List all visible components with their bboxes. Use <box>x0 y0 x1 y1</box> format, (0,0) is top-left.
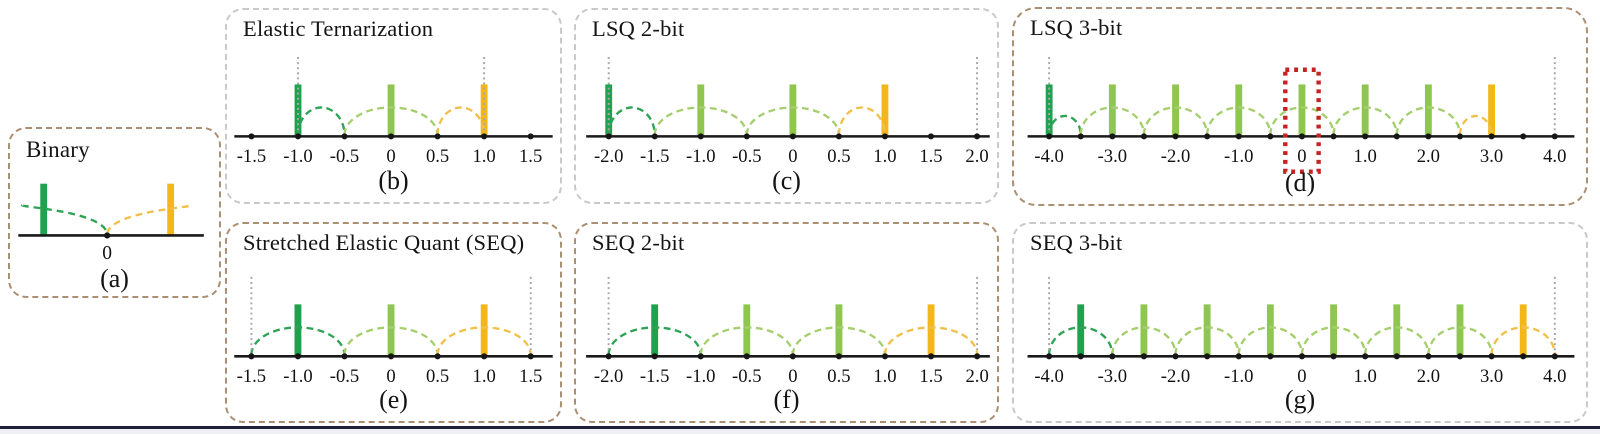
svg-text:0.5: 0.5 <box>426 366 449 387</box>
svg-text:4.0: 4.0 <box>1543 146 1566 167</box>
svg-text:-1.5: -1.5 <box>640 366 669 387</box>
lsq-2bit-number-line: -2.0 -1.5 -1.0 -0.5 0 0.5 1.0 1.5 2.0 <box>586 55 990 167</box>
svg-text:1.5: 1.5 <box>919 366 942 387</box>
seq-2bit-number-line: -2.0 -1.5 -1.0 -0.5 0 0.5 1.0 1.5 2.0 <box>586 274 990 387</box>
svg-text:1.0: 1.0 <box>473 366 496 387</box>
svg-text:-2.0: -2.0 <box>1161 366 1190 387</box>
svg-text:0: 0 <box>788 146 797 167</box>
svg-text:1.0: 1.0 <box>873 366 896 387</box>
svg-text:-2.0: -2.0 <box>594 366 623 387</box>
svg-text:0.5: 0.5 <box>827 146 850 167</box>
svg-text:-1.0: -1.0 <box>283 146 312 167</box>
svg-text:1.5: 1.5 <box>519 146 542 167</box>
svg-text:3.0: 3.0 <box>1480 146 1503 167</box>
svg-text:1.5: 1.5 <box>919 146 942 167</box>
svg-text:-1.0: -1.0 <box>1224 366 1253 387</box>
panel-lsq-3bit-caption: (d) <box>1284 168 1316 197</box>
svg-text:-0.5: -0.5 <box>732 366 761 387</box>
panel-lsq-3bit-title: LSQ 3-bit <box>1030 15 1123 40</box>
svg-text:0: 0 <box>386 366 395 387</box>
svg-text:-1.0: -1.0 <box>283 366 312 387</box>
svg-text:4.0: 4.0 <box>1543 366 1566 387</box>
svg-text:0.5: 0.5 <box>426 146 449 167</box>
svg-text:-2.0: -2.0 <box>1161 146 1190 167</box>
svg-text:2.0: 2.0 <box>1417 366 1440 387</box>
svg-text:1.0: 1.0 <box>1354 146 1377 167</box>
svg-text:-3.0: -3.0 <box>1098 366 1127 387</box>
svg-text:-2.0: -2.0 <box>594 146 623 167</box>
svg-text:-0.5: -0.5 <box>330 146 359 167</box>
svg-text:-1.0: -1.0 <box>1224 146 1253 167</box>
svg-text:0: 0 <box>1297 146 1306 167</box>
seq-3bit-number-line: -4.0 -3.0 -2.0 -1.0 0 1.0 2.0 3.0 4.0 <box>1027 274 1575 387</box>
panel-elastic-ternarization-caption: (b) <box>378 166 409 195</box>
panel-lsq-3bit: LSQ 3-bit -4.0 -3.0 -2.0 -1.0 0 1.0 2.0 3.0 4.0 … <box>1012 7 1588 206</box>
seq-number-line: -1.5 -1.0 -0.5 0 0.5 1.0 1.5 <box>234 274 553 387</box>
panel-seq-title: Stretched Elastic Quant (SEQ) <box>243 230 525 255</box>
svg-text:-0.5: -0.5 <box>330 366 359 387</box>
svg-text:-4.0: -4.0 <box>1034 366 1063 387</box>
panel-seq-2bit-caption: (f) <box>773 385 800 414</box>
bottom-rule <box>0 426 1600 429</box>
elastic-ternarization-number-line: -1.5 -1.0 -0.5 0 0.5 1.0 1.5 <box>234 55 553 167</box>
panel-binary-caption: (a) <box>100 264 129 293</box>
svg-text:1.0: 1.0 <box>1354 366 1377 387</box>
svg-text:0.5: 0.5 <box>827 366 850 387</box>
svg-text:0: 0 <box>386 146 395 167</box>
svg-text:1.0: 1.0 <box>472 146 495 167</box>
panel-binary-title: Binary <box>26 137 90 162</box>
svg-text:1.0: 1.0 <box>873 146 896 167</box>
svg-text:-0.5: -0.5 <box>732 146 761 167</box>
svg-text:-4.0: -4.0 <box>1034 146 1063 167</box>
svg-text:-1.5: -1.5 <box>640 146 669 167</box>
panel-binary: Binary 0 (a) <box>8 127 221 298</box>
panel-seq-3bit-title: SEQ 3-bit <box>1030 230 1123 255</box>
svg-text:3.0: 3.0 <box>1480 366 1503 387</box>
panel-lsq-2bit-caption: (c) <box>772 166 801 195</box>
svg-text:0: 0 <box>1297 366 1306 387</box>
svg-text:2.0: 2.0 <box>965 146 988 167</box>
svg-text:-3.0: -3.0 <box>1098 146 1127 167</box>
panel-lsq-2bit: LSQ 2-bit -2.0 -1.5 -1.0 -0.5 0 0.5 1.0 1.5 2.0 … <box>574 8 999 204</box>
bottom-strip <box>0 429 1600 434</box>
svg-text:2.0: 2.0 <box>1417 146 1440 167</box>
panel-elastic-ternarization: Elastic Ternarization -1.5 -1.0 -0.5 0 0.5 1.… <box>225 8 562 204</box>
svg-text:0: 0 <box>788 366 797 387</box>
panel-lsq-2bit-title: LSQ 2-bit <box>592 16 685 41</box>
panel-seq-2bit-title: SEQ 2-bit <box>592 230 685 255</box>
svg-text:2.0: 2.0 <box>965 366 988 387</box>
panel-seq-caption: (e) <box>379 385 408 414</box>
lsq-3bit-number-line: -4.0 -3.0 -2.0 -1.0 0 1.0 2.0 3.0 4.0 <box>1027 55 1575 174</box>
svg-text:-1.5: -1.5 <box>237 366 266 387</box>
panel-seq: Stretched Elastic Quant (SEQ) -1.5 -1.0 -0… <box>225 222 562 423</box>
svg-text:1.5: 1.5 <box>519 366 542 387</box>
panel-seq-3bit-caption: (g) <box>1284 385 1316 414</box>
svg-text:-1.0: -1.0 <box>686 366 715 387</box>
panel-seq-3bit: SEQ 3-bit -4.0 -3.0 -2.0 -1.0 0 1.0 2.0 3.0 4.0 … <box>1012 222 1588 423</box>
svg-text:0: 0 <box>102 243 112 264</box>
svg-text:-1.0: -1.0 <box>686 146 715 167</box>
panel-elastic-ternarization-title: Elastic Ternarization <box>243 16 434 41</box>
svg-text:-1.5: -1.5 <box>237 146 266 167</box>
binary-number-line: 0 <box>18 183 204 264</box>
panel-seq-2bit: SEQ 2-bit -2.0 -1.5 -1.0 -0.5 0 0.5 1.0 1.5 2.0 … <box>574 222 999 423</box>
